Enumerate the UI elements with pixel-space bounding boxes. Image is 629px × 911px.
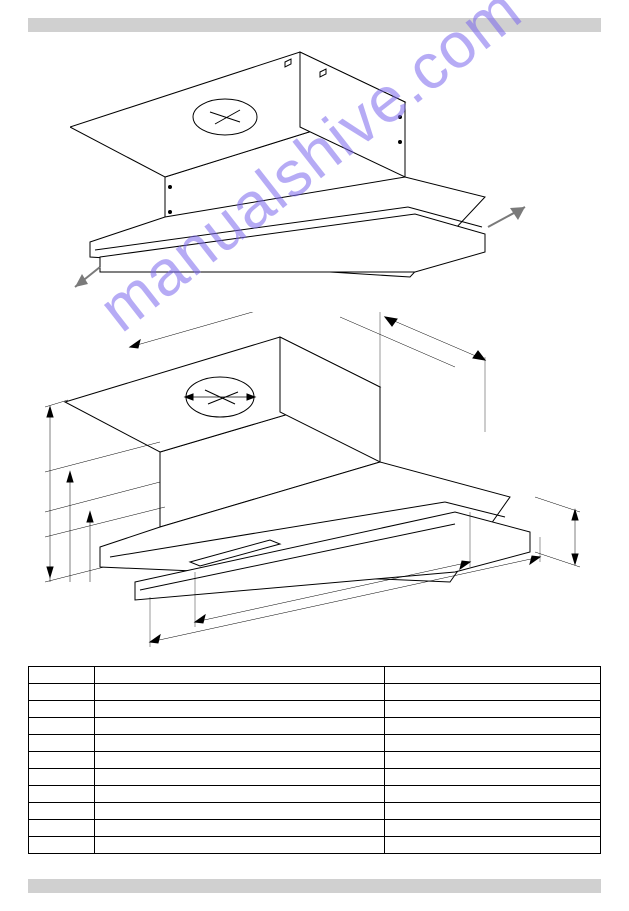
specifications-table: [28, 666, 601, 854]
cell: [29, 786, 95, 803]
table-row: [29, 735, 601, 752]
table-row: [29, 752, 601, 769]
cell: [29, 837, 95, 854]
cell: [95, 837, 385, 854]
cell: [29, 667, 95, 684]
cell: [95, 667, 385, 684]
cell: [384, 752, 600, 769]
footer-bar: [28, 879, 601, 893]
table-row: [29, 803, 601, 820]
cell: [384, 803, 600, 820]
cell: [29, 701, 95, 718]
cell: [95, 752, 385, 769]
cell: [95, 718, 385, 735]
table-row: [29, 718, 601, 735]
cell: [384, 718, 600, 735]
cell: [95, 769, 385, 786]
cell: [29, 769, 95, 786]
cell: [95, 735, 385, 752]
table-row: [29, 701, 601, 718]
cell: [384, 786, 600, 803]
cell: [29, 803, 95, 820]
table-row: [29, 786, 601, 803]
cell: [384, 837, 600, 854]
cell: [95, 803, 385, 820]
diagram-bottom: [40, 312, 600, 662]
header-bar: [28, 18, 601, 32]
table-row: [29, 769, 601, 786]
table-row: [29, 820, 601, 837]
cell: [29, 718, 95, 735]
cell: [384, 684, 600, 701]
cell: [384, 769, 600, 786]
table-body: [29, 667, 601, 854]
diagram-container: manualshive.com: [0, 32, 629, 656]
cell: [95, 701, 385, 718]
cell: [95, 786, 385, 803]
cell: [384, 735, 600, 752]
cell: [95, 820, 385, 837]
cell: [384, 667, 600, 684]
table-row: [29, 667, 601, 684]
table-row: [29, 684, 601, 701]
cell: [95, 684, 385, 701]
cell: [29, 684, 95, 701]
cell: [29, 820, 95, 837]
cell: [29, 735, 95, 752]
cell: [29, 752, 95, 769]
cell: [384, 820, 600, 837]
cell: [384, 701, 600, 718]
diagram-top: [70, 42, 550, 292]
table-row: [29, 837, 601, 854]
